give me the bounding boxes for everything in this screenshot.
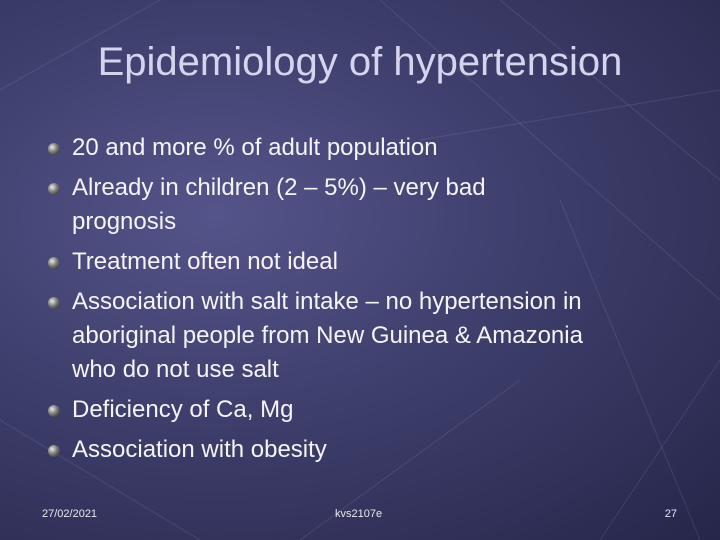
footer-date: 27/02/2021	[42, 508, 98, 520]
bullet-text: aboriginal people from New Guinea & Amaz…	[72, 322, 583, 349]
slide-title: Epidemiology of hypertension	[97, 40, 623, 84]
bullet-text: Deficiency of Ca, Mg	[72, 396, 294, 423]
page-number: 27	[664, 508, 677, 520]
bullet-icon	[48, 445, 60, 457]
bullet-text: Treatment often not ideal	[72, 248, 338, 275]
bullet-text: who do not use salt	[72, 356, 279, 383]
bullet-text: Association with salt intake – no hypert…	[72, 288, 582, 315]
bullet-text: prognosis	[72, 208, 177, 235]
bullet-icon	[48, 257, 60, 269]
bullet-icon	[48, 183, 60, 195]
bullet-text: Association with obesity	[72, 436, 327, 463]
footer-center: kvs2107e	[335, 508, 383, 520]
bullet-icon	[48, 405, 60, 417]
bullet-text: 20 and more % of adult population	[72, 134, 438, 161]
bullet-icon	[48, 143, 60, 155]
bullet-icon	[48, 297, 60, 309]
bullet-text: Already in children (2 – 5%) – very bad	[72, 174, 486, 201]
